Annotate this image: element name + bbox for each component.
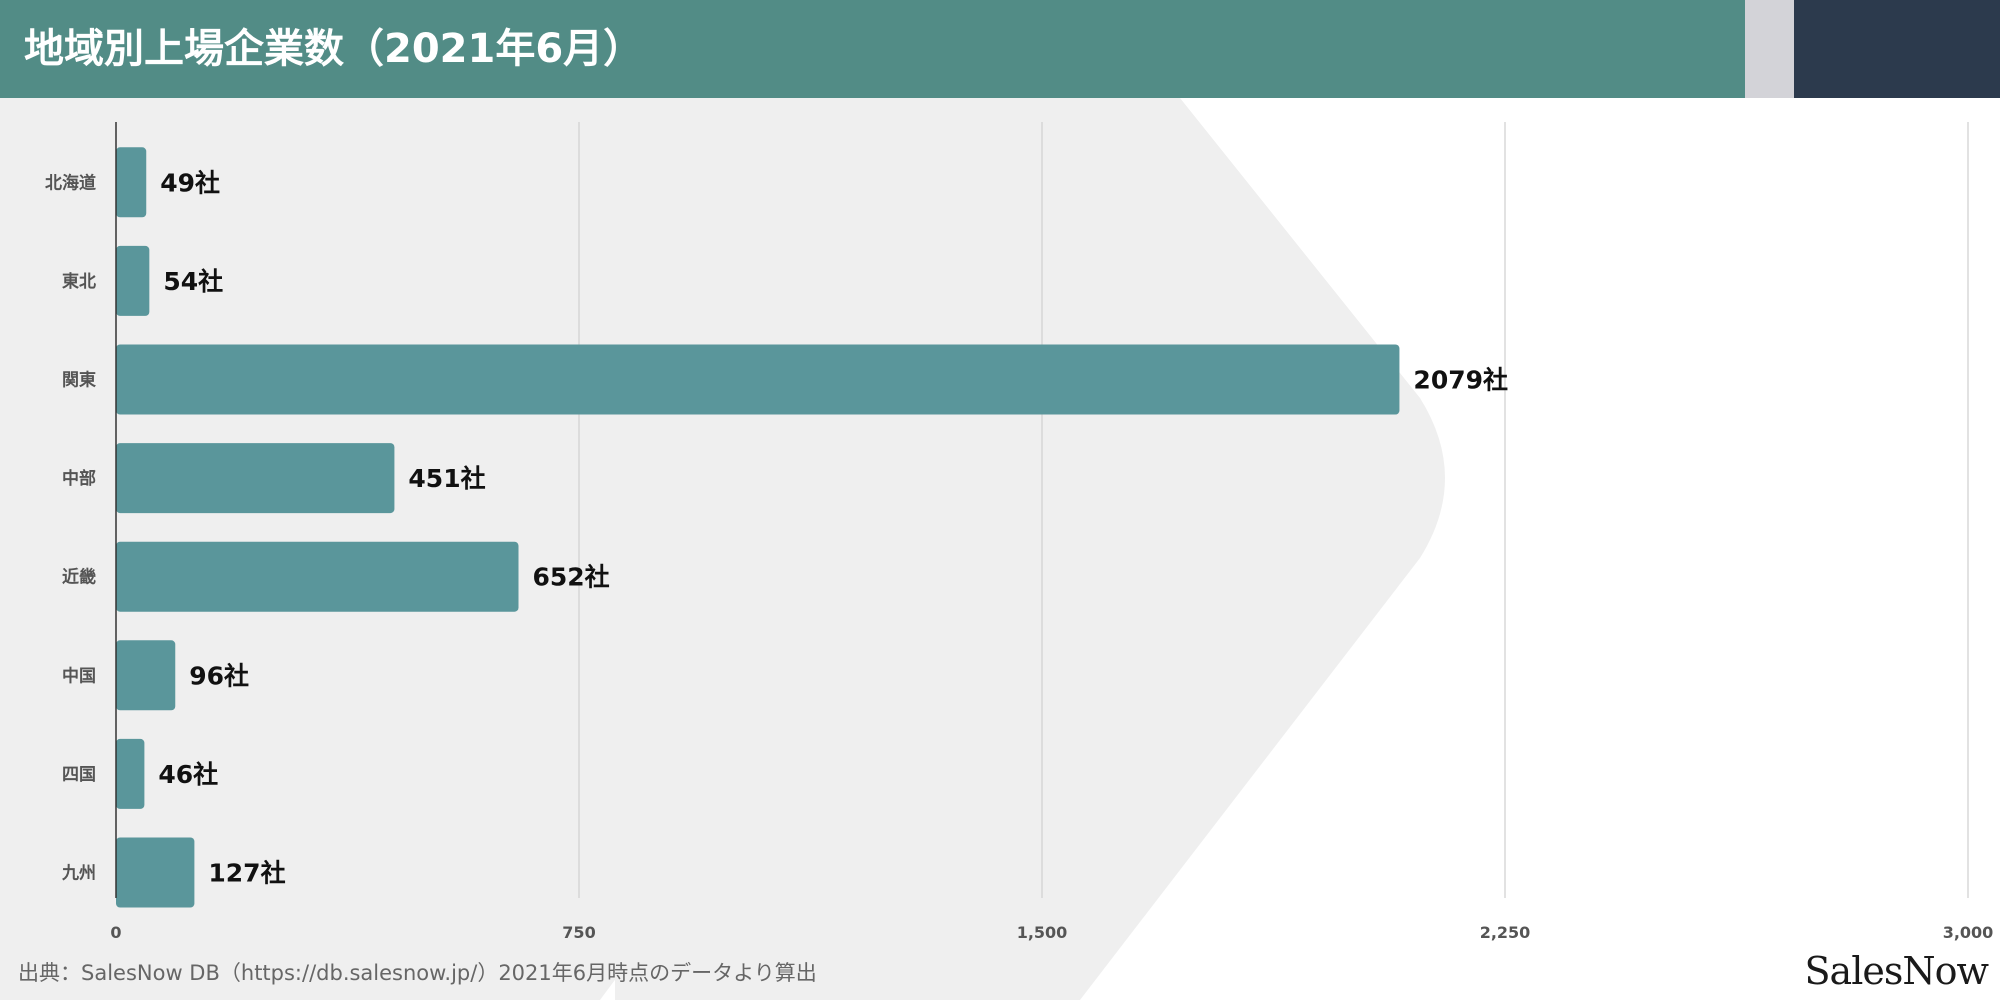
bar xyxy=(116,443,395,514)
category-label: 四国 xyxy=(62,765,96,785)
x-tick-label: 2,250 xyxy=(1480,923,1531,942)
data-label: 49社 xyxy=(160,168,220,197)
bar xyxy=(116,738,145,809)
x-tick-label: 0 xyxy=(110,923,121,942)
x-tick-label: 750 xyxy=(562,923,595,942)
data-label: 96社 xyxy=(189,661,249,690)
category-label: 関東 xyxy=(62,370,96,391)
x-tick-label: 1,500 xyxy=(1017,923,1068,942)
brand-logo: SalesNow xyxy=(1804,949,1989,993)
category-label: 中部 xyxy=(62,468,96,489)
category-label: 九州 xyxy=(61,864,96,884)
watermark-chevron-right xyxy=(615,98,1445,1000)
bar xyxy=(116,147,147,218)
header-bar: 地域別上場企業数（2021年6月） xyxy=(0,0,2000,98)
page-title: 地域別上場企業数（2021年6月） xyxy=(24,26,644,72)
data-label: 46社 xyxy=(158,760,218,789)
category-label: 近畿 xyxy=(62,567,96,588)
data-label: 2079社 xyxy=(1413,366,1508,395)
bar xyxy=(116,837,195,908)
bar xyxy=(116,344,1400,415)
bar xyxy=(116,245,150,316)
category-label: 中国 xyxy=(62,665,96,686)
header-gap-block xyxy=(1745,0,1794,98)
data-label: 54社 xyxy=(163,267,223,296)
header-dark-block xyxy=(1794,0,2000,98)
source-note: 出典：SalesNow DB（https://db.salesnow.jp/）2… xyxy=(18,961,817,985)
bar xyxy=(116,640,176,711)
bar xyxy=(116,541,519,612)
data-label: 652社 xyxy=(533,563,610,592)
data-label: 127社 xyxy=(208,859,285,888)
category-label: 東北 xyxy=(62,271,96,292)
data-label: 451社 xyxy=(408,464,485,493)
category-label: 北海道 xyxy=(45,172,96,193)
header-accent-block xyxy=(0,0,1745,98)
x-tick-label: 3,000 xyxy=(1943,923,1994,942)
